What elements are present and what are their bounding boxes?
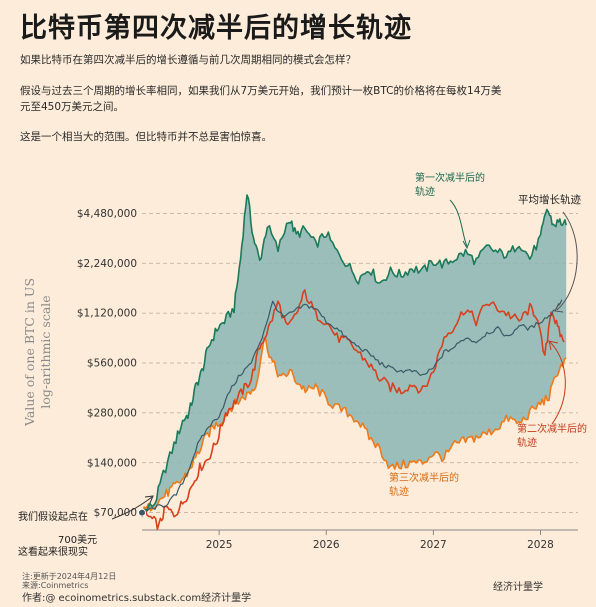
x-tick-label: 2025 [206, 539, 233, 551]
annotation-first-arrowhead [462, 239, 471, 250]
annotation-average-arrow [556, 211, 578, 311]
y-tick-label: $70,000 [94, 507, 137, 519]
annotation-start-arrow [111, 496, 153, 520]
annotation-first-line2: 轨迹 [415, 185, 435, 198]
annotations: 第一次减半后的轨迹平均增长轨迹第二次减半后的轨迹第三次减半后的轨迹我们假设起点在… [18, 171, 587, 558]
y-tick-label: $560,000 [87, 358, 137, 370]
intro-assumption-line2: 元至450万美元之间。 [20, 101, 125, 113]
start-point-marker [138, 508, 146, 517]
range-band-area [142, 195, 567, 515]
series-line-third [141, 336, 567, 516]
x-tick-label: 2026 [313, 539, 340, 551]
intro-remark: 这是一个相当大的范围。但比特币并不总是害怕惊喜。 [20, 131, 272, 143]
annotation-start-line1: 我们假设起点在 [18, 510, 88, 523]
series-lines [138, 194, 567, 531]
intro-question: 如果比特币在第四次减半后的增长遵循与前几次周期相同的模式会怎样？ [20, 54, 356, 66]
annotation-second-line2: 轨迹 [517, 436, 537, 449]
y-tick-label: $140,000 [87, 457, 137, 469]
footer-source: 来源:Coinmetrics [22, 581, 89, 590]
series-line-average [141, 299, 563, 513]
footer-author: 作者:@ ecoinometrics.substack.com经济计量学 [22, 593, 252, 604]
footer-brand: 经济计量学 [493, 582, 543, 593]
annotation-third-line2: 轨迹 [389, 485, 409, 498]
annotation-average-arrowhead [554, 302, 564, 313]
annotation-start-line3: 这看起来很现实 [18, 545, 88, 558]
annotation-start-line2: 700美元 [58, 533, 97, 546]
annotation-second-arrowhead [548, 340, 559, 351]
x-tick-label: 2027 [420, 539, 447, 551]
annotation-first-line1: 第一次减半后的 [415, 171, 485, 184]
series-line-first [141, 194, 567, 513]
annotation-start-arrowhead [144, 495, 154, 504]
annotation-second-arrow [549, 341, 566, 425]
x-tick-label: 2028 [527, 539, 554, 551]
footer-note: 注:更新于2024年4月12日 [22, 572, 117, 581]
page-title: 比特币第四次减半后的增长轨迹 [20, 13, 412, 44]
y-tick-label: $4,480,000 [77, 208, 137, 220]
annotation-first-arrow [449, 199, 468, 247]
series-line-second [141, 289, 565, 531]
axis-labels: $70,000 $140,000 $280,000 $560,000 $1,120,00… [22, 208, 554, 551]
annotation-third-line1: 第三次减半后的 [389, 471, 459, 484]
y-tick-label: $280,000 [87, 407, 137, 419]
y-tick-label: $2,240,000 [77, 258, 137, 270]
range-band [142, 195, 567, 515]
y-axis-title-line2: log-arithmic scale [38, 295, 53, 408]
intro-assumption-line1: 假设与过去三个周期的增长率相同，如果我们从7万美元开始，我们预计一枚BTC的价格… [20, 85, 502, 97]
y-axis-title-line1: Value of one BTC in US [22, 278, 37, 427]
annotation-second-line1: 第二次减半后的 [517, 422, 587, 435]
annotation-average: 平均增长轨迹 [518, 193, 581, 206]
y-tick-label: $1,120,000 [77, 308, 137, 320]
